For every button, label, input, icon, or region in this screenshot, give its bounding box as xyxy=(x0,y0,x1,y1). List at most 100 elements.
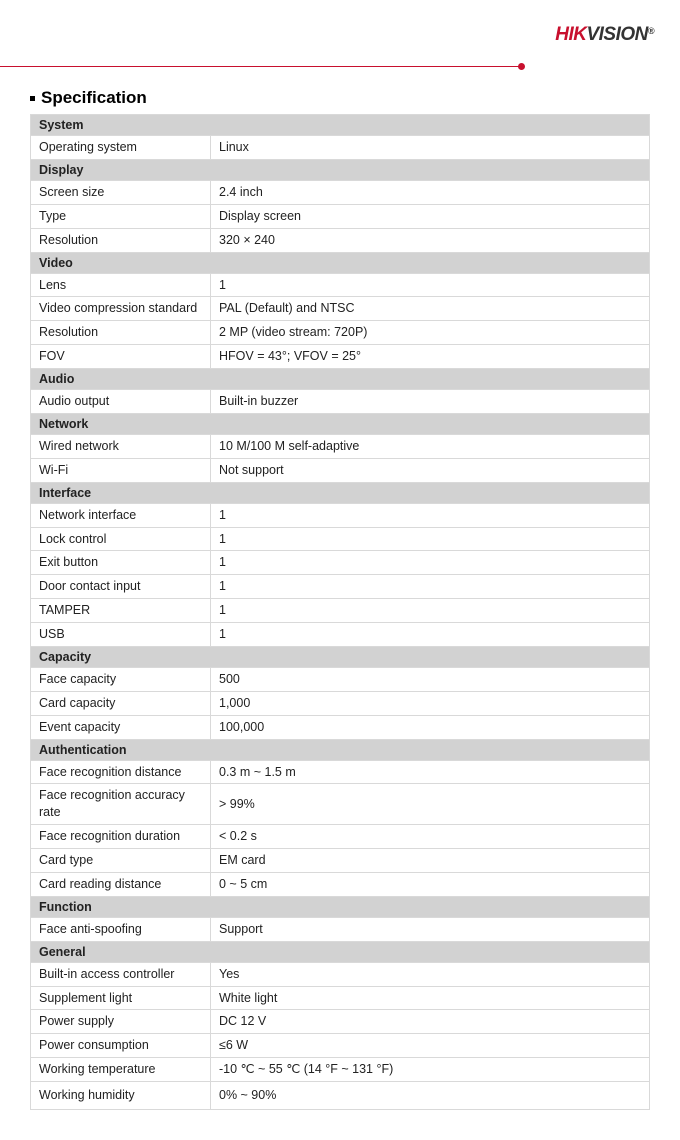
spec-label: Supplement light xyxy=(31,986,211,1010)
spec-label: TAMPER xyxy=(31,599,211,623)
section-header: Network xyxy=(31,413,650,434)
table-row: Built-in access controllerYes xyxy=(31,962,650,986)
spec-value: Linux xyxy=(211,136,650,160)
section-name: General xyxy=(31,941,650,962)
table-row: TypeDisplay screen xyxy=(31,204,650,228)
spec-value: 0.3 m ~ 1.5 m xyxy=(211,760,650,784)
spec-value: Built-in buzzer xyxy=(211,390,650,414)
content: Specification SystemOperating systemLinu… xyxy=(0,0,680,1140)
spec-value: -10 ℃ ~ 55 ℃ (14 °F ~ 131 °F) xyxy=(211,1058,650,1082)
table-row: FOVHFOV = 43°; VFOV = 25° xyxy=(31,345,650,369)
spec-label: Power supply xyxy=(31,1010,211,1034)
table-row: Door contact input1 xyxy=(31,575,650,599)
spec-label: Audio output xyxy=(31,390,211,414)
spec-value: 1 xyxy=(211,273,650,297)
table-row: USB1 xyxy=(31,623,650,647)
table-row: Power consumption≤6 W xyxy=(31,1034,650,1058)
spec-value: 0 ~ 5 cm xyxy=(211,872,650,896)
spec-label: Face capacity xyxy=(31,667,211,691)
table-row: Resolution2 MP (video stream: 720P) xyxy=(31,321,650,345)
table-row: Video compression standardPAL (Default) … xyxy=(31,297,650,321)
spec-label: Event capacity xyxy=(31,715,211,739)
table-row: Wi-FiNot support xyxy=(31,458,650,482)
table-row: Operating systemLinux xyxy=(31,136,650,160)
spec-label: Face anti-spoofing xyxy=(31,917,211,941)
spec-label: Card type xyxy=(31,849,211,873)
spec-label: Operating system xyxy=(31,136,211,160)
page-title: Specification xyxy=(41,88,147,108)
table-row: TAMPER1 xyxy=(31,599,650,623)
spec-value: 10 M/100 M self-adaptive xyxy=(211,434,650,458)
section-header: Function xyxy=(31,896,650,917)
logo-reg: ® xyxy=(648,26,654,36)
section-name: System xyxy=(31,115,650,136)
spec-label: Resolution xyxy=(31,228,211,252)
spec-label: Type xyxy=(31,204,211,228)
section-name: Capacity xyxy=(31,646,650,667)
section-name: Authentication xyxy=(31,739,650,760)
spec-value: 500 xyxy=(211,667,650,691)
spec-label: Face recognition distance xyxy=(31,760,211,784)
table-row: Lens1 xyxy=(31,273,650,297)
spec-label: Face recognition accuracy rate xyxy=(31,784,211,825)
spec-value: 1 xyxy=(211,503,650,527)
brand-logo: HIKVISION® xyxy=(555,24,654,46)
spec-value: Yes xyxy=(211,962,650,986)
table-row: Face recognition distance0.3 m ~ 1.5 m xyxy=(31,760,650,784)
logo-part2: VISION xyxy=(586,24,647,45)
spec-label: Working humidity xyxy=(31,1082,211,1110)
spec-label: Lock control xyxy=(31,527,211,551)
table-row: Wired network10 M/100 M self-adaptive xyxy=(31,434,650,458)
section-name: Function xyxy=(31,896,650,917)
table-row: Network interface1 xyxy=(31,503,650,527)
section-name: Interface xyxy=(31,482,650,503)
header-rule xyxy=(0,66,520,67)
table-row: Face recognition accuracy rate> 99% xyxy=(31,784,650,825)
table-row: Resolution320 × 240 xyxy=(31,228,650,252)
spec-label: Power consumption xyxy=(31,1034,211,1058)
logo-part1: HIK xyxy=(555,24,586,45)
table-row: Face recognition duration< 0.2 s xyxy=(31,825,650,849)
spec-label: Card reading distance xyxy=(31,872,211,896)
spec-value: 2 MP (video stream: 720P) xyxy=(211,321,650,345)
spec-label: Exit button xyxy=(31,551,211,575)
table-row: Card typeEM card xyxy=(31,849,650,873)
spec-label: Screen size xyxy=(31,180,211,204)
spec-label: Wi-Fi xyxy=(31,458,211,482)
section-name: Video xyxy=(31,252,650,273)
spec-value: DC 12 V xyxy=(211,1010,650,1034)
spec-value: 1 xyxy=(211,599,650,623)
spec-label: Wired network xyxy=(31,434,211,458)
spec-label: Face recognition duration xyxy=(31,825,211,849)
table-row: Card capacity1,000 xyxy=(31,691,650,715)
section-name: Network xyxy=(31,413,650,434)
spec-label: USB xyxy=(31,623,211,647)
table-row: Screen size2.4 inch xyxy=(31,180,650,204)
table-row: Working temperature-10 ℃ ~ 55 ℃ (14 °F ~… xyxy=(31,1058,650,1082)
spec-value: HFOV = 43°; VFOV = 25° xyxy=(211,345,650,369)
spec-table: SystemOperating systemLinuxDisplayScreen… xyxy=(30,114,650,1110)
section-header: Audio xyxy=(31,369,650,390)
table-row: Event capacity100,000 xyxy=(31,715,650,739)
spec-label: FOV xyxy=(31,345,211,369)
spec-value: 320 × 240 xyxy=(211,228,650,252)
section-header: Video xyxy=(31,252,650,273)
table-row: Working humidity0% ~ 90% xyxy=(31,1082,650,1110)
table-row: Audio outputBuilt-in buzzer xyxy=(31,390,650,414)
spec-value: < 0.2 s xyxy=(211,825,650,849)
table-row: Face capacity500 xyxy=(31,667,650,691)
spec-label: Built-in access controller xyxy=(31,962,211,986)
section-header: Authentication xyxy=(31,739,650,760)
section-header: Capacity xyxy=(31,646,650,667)
spec-label: Resolution xyxy=(31,321,211,345)
spec-value: 1 xyxy=(211,551,650,575)
section-header: General xyxy=(31,941,650,962)
header-rule-dot xyxy=(518,63,525,70)
spec-value: 1,000 xyxy=(211,691,650,715)
section-name: Audio xyxy=(31,369,650,390)
spec-value: 1 xyxy=(211,575,650,599)
spec-value: 1 xyxy=(211,527,650,551)
spec-value: > 99% xyxy=(211,784,650,825)
spec-value: ≤6 W xyxy=(211,1034,650,1058)
table-row: Exit button1 xyxy=(31,551,650,575)
